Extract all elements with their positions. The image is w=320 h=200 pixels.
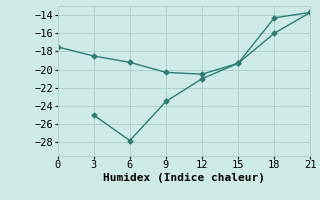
X-axis label: Humidex (Indice chaleur): Humidex (Indice chaleur) bbox=[103, 173, 265, 183]
